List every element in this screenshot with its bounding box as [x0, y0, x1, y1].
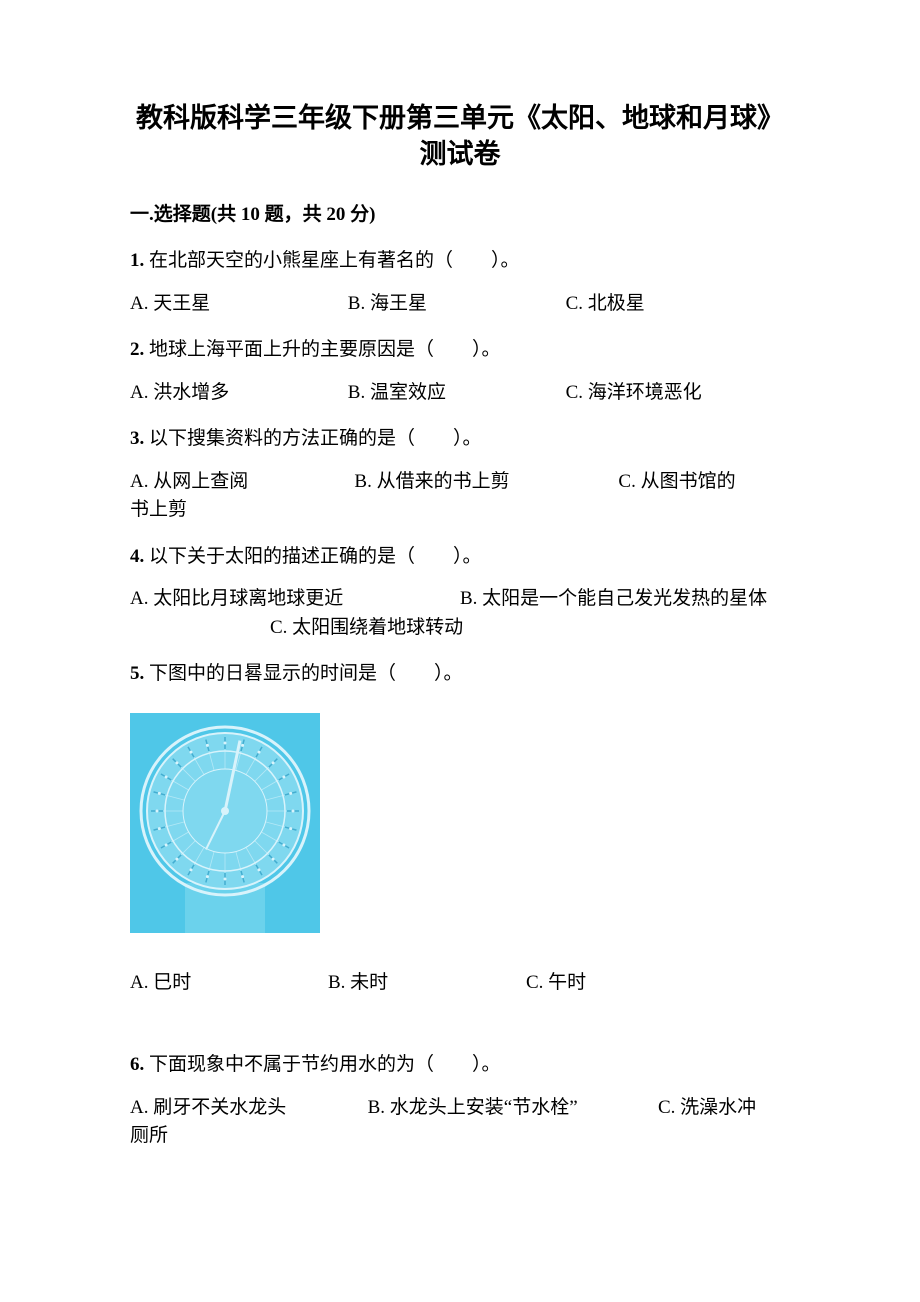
question-6: 6. 下面现象中不属于节约用水的为（ ）。: [130, 1051, 790, 1080]
option-b: B. 太阳是一个能自己发光发热的星体: [460, 585, 790, 614]
question-3-options: A. 从网上查阅 B. 从借来的书上剪 C. 从图书馆的 书上剪: [130, 468, 790, 525]
page-title: 教科版科学三年级下册第三单元《太阳、地球和月球》测试卷: [130, 100, 790, 173]
sundial-figure: [130, 713, 320, 933]
question-number: 5.: [130, 663, 144, 684]
question-text: 下图中的日晷显示的时间是（ ）。: [149, 663, 463, 684]
question-5-options: A. 巳时 B. 未时 C. 午时: [130, 969, 790, 998]
question-number: 4.: [130, 546, 144, 567]
option-b: B. 海王星: [348, 290, 566, 319]
question-1-options: A. 天王星 B. 海王星 C. 北极星: [130, 290, 790, 319]
option-c: C. 海洋环境恶化: [566, 379, 784, 408]
option-b: B. 水龙头上安装“节水栓”: [368, 1094, 658, 1123]
question-text: 以下搜集资料的方法正确的是（ ）。: [149, 428, 482, 449]
sundial-icon: [130, 713, 320, 933]
question-6-options: A. 刷牙不关水龙头 B. 水龙头上安装“节水栓” C. 洗澡水冲 厕所: [130, 1094, 790, 1151]
option-a: A. 巳时: [130, 969, 328, 998]
question-text: 地球上海平面上升的主要原因是（ ）。: [149, 339, 501, 360]
section-heading: 一.选择题(共 10 题，共 20 分): [130, 201, 790, 230]
question-number: 2.: [130, 339, 144, 360]
option-c: C. 北极星: [566, 290, 784, 319]
option-b: B. 未时: [328, 969, 526, 998]
question-text: 以下关于太阳的描述正确的是（ ）。: [149, 546, 482, 567]
option-b: B. 温室效应: [348, 379, 566, 408]
question-number: 6.: [130, 1054, 144, 1075]
exam-page: 教科版科学三年级下册第三单元《太阳、地球和月球》测试卷 一.选择题(共 10 题…: [0, 0, 920, 1302]
option-c: C. 午时: [526, 969, 724, 998]
option-a: A. 刷牙不关水龙头: [130, 1094, 368, 1123]
option-c: C. 洗澡水冲: [658, 1094, 790, 1123]
question-text: 下面现象中不属于节约用水的为（ ）。: [149, 1054, 501, 1075]
option-c: C. 从图书馆的: [618, 468, 790, 497]
option-c-tail: 厕所: [130, 1122, 790, 1151]
question-1: 1. 在北部天空的小熊星座上有著名的（ ）。: [130, 247, 790, 276]
question-5: 5. 下图中的日晷显示的时间是（ ）。: [130, 660, 790, 689]
question-2: 2. 地球上海平面上升的主要原因是（ ）。: [130, 336, 790, 365]
option-c: C. 太阳围绕着地球转动: [130, 614, 790, 643]
question-4: 4. 以下关于太阳的描述正确的是（ ）。: [130, 543, 790, 572]
option-b: B. 从借来的书上剪: [354, 468, 618, 497]
question-number: 3.: [130, 428, 144, 449]
question-number: 1.: [130, 250, 144, 271]
question-4-options: A. 太阳比月球离地球更近 B. 太阳是一个能自己发光发热的星体 C. 太阳围绕…: [130, 585, 790, 642]
option-a: A. 太阳比月球离地球更近: [130, 585, 460, 614]
option-a: A. 从网上查阅: [130, 468, 354, 497]
option-c-tail: 书上剪: [130, 496, 790, 525]
question-2-options: A. 洪水增多 B. 温室效应 C. 海洋环境恶化: [130, 379, 790, 408]
option-a: A. 洪水增多: [130, 379, 348, 408]
question-text: 在北部天空的小熊星座上有著名的（ ）。: [149, 250, 520, 271]
question-3: 3. 以下搜集资料的方法正确的是（ ）。: [130, 425, 790, 454]
spacer: [130, 1003, 790, 1033]
option-a: A. 天王星: [130, 290, 348, 319]
